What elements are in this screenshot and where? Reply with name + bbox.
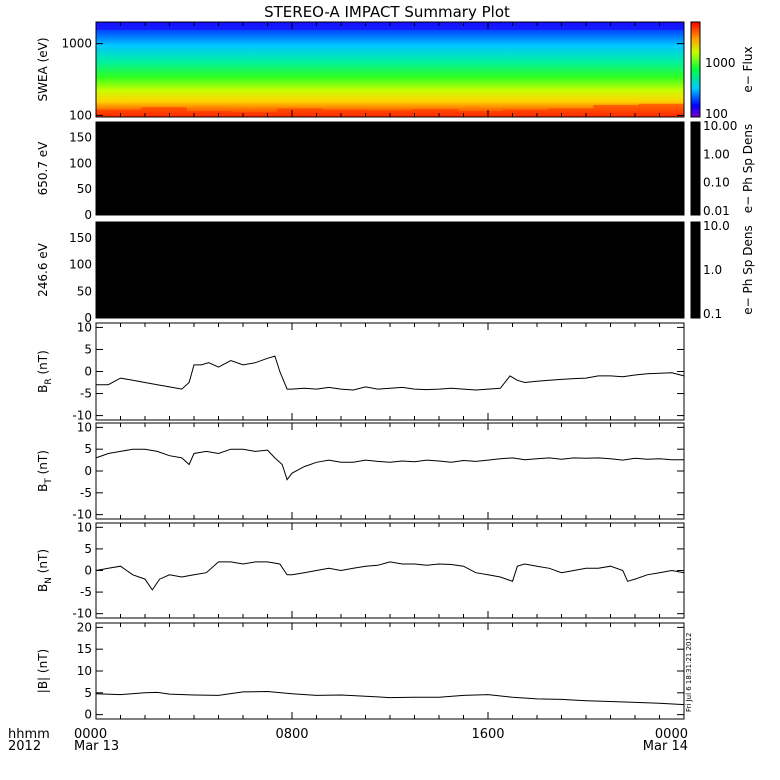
colorbar-tick-label: 0.1	[703, 307, 722, 321]
y-tick-label: -10	[72, 508, 92, 522]
panel-7: 20 15 10 5 0 |B| (nT)	[36, 620, 685, 722]
y-axis-label: BR (nT)	[36, 350, 54, 393]
time-tick-label: 0800	[275, 727, 308, 742]
y-tick-label: 5	[84, 342, 92, 356]
time-axis-row-label-bottom: 2012	[8, 739, 41, 754]
spectrogram-red-band	[412, 109, 459, 117]
colorbar-tick-label: 0.10	[703, 176, 730, 190]
panel-frame	[95, 322, 685, 421]
y-tick-label: 15	[77, 642, 92, 656]
panel-frame	[95, 622, 685, 720]
spectrogram-red-band	[322, 109, 368, 117]
y-axis-label: BT (nT)	[36, 450, 54, 492]
y-tick-label: 0	[84, 564, 92, 578]
y-tick-label: -5	[80, 387, 92, 401]
y-axis-label: SWEA (eV)	[36, 37, 50, 101]
panel-1: 100 1000 e− Flux 100 1000 SWEA (eV)	[36, 21, 755, 122]
y-axis-label: 246.6 eV	[36, 242, 50, 297]
y-tick-label: 1000	[61, 37, 92, 51]
plot-title: STEREO-A IMPACT Summary Plot	[264, 3, 510, 21]
y-tick-label: 5	[84, 686, 92, 700]
y-axis-label: 650.7 eV	[36, 141, 50, 196]
colorbar-label: e− Flux	[741, 46, 755, 92]
pitch-angle-fill	[96, 122, 684, 215]
y-tick-label: 10	[77, 420, 92, 434]
y-tick-label: 5	[84, 542, 92, 556]
y-tick-label: 10	[77, 664, 92, 678]
y-tick-label: 150	[69, 131, 92, 145]
spectrogram-red-band	[186, 111, 233, 117]
data-line	[95, 690, 685, 706]
data-line	[95, 561, 685, 591]
y-tick-label: -5	[80, 585, 92, 599]
panel-5: 10 5 0 -5 -10 BT (nT)	[36, 420, 685, 522]
data-line	[96, 355, 685, 391]
colorbar	[690, 121, 701, 216]
spectrogram-red-band	[503, 109, 549, 117]
pitch-angle-fill	[96, 222, 684, 318]
y-tick-label: 50	[77, 284, 92, 298]
y-axis-label: |B| (nT)	[36, 649, 50, 693]
y-tick-label: 100	[69, 156, 92, 170]
y-tick-label: 5	[84, 442, 92, 456]
y-tick-label: 0	[84, 311, 92, 325]
spectrogram-red-band	[638, 103, 685, 117]
colorbar-tick-label: 10.00	[703, 119, 737, 133]
panel-4: 10 5 0 -5 -10 BR (nT)	[36, 320, 685, 423]
colorbar	[690, 21, 701, 118]
spectrogram-red-band	[593, 104, 640, 117]
y-tick-label: 150	[69, 231, 92, 245]
colorbar-tick-label: 0.01	[703, 204, 730, 218]
y-tick-label: 20	[77, 620, 92, 634]
time-tick-date: Mar 14	[643, 739, 688, 754]
panel-6: 10 5 0 -5 -10 BN (nT)	[36, 520, 685, 621]
y-tick-label: 0	[84, 208, 92, 222]
spectrogram-red-band	[457, 111, 504, 117]
y-tick-label: 100	[69, 258, 92, 272]
panel-frame	[95, 422, 685, 520]
time-tick-date: Mar 13	[74, 739, 119, 754]
time-axis-row-label-top: hhmm	[8, 727, 50, 742]
panel-frame	[95, 522, 685, 619]
panel-2: 10.00 1.00 0.10 0.01 e− Ph Sp Dens 0 50 100 150 6…	[36, 119, 755, 222]
colorbar-tick-label: 1000	[705, 56, 736, 70]
colorbar-tick-label: 1.00	[703, 147, 730, 161]
y-tick-label: -10	[72, 607, 92, 621]
colorbar-label: e− Ph Sp Dens	[741, 124, 755, 213]
y-tick-label: 0	[84, 708, 92, 722]
spectrogram-red-band	[276, 108, 323, 117]
y-tick-label: 100	[69, 108, 92, 122]
spectrogram-red-band	[96, 109, 142, 117]
colorbar-tick-label: 10.0	[703, 219, 730, 233]
time-tick-label: 0000	[655, 727, 688, 742]
time-tick-label: 0000	[74, 727, 107, 742]
spectrogram-red-band	[141, 107, 187, 117]
spectrogram-fill	[96, 22, 684, 117]
generation-stamp: Fri Jul 6 18:31:21 2012	[685, 633, 693, 712]
y-tick-label: 0	[84, 365, 92, 379]
colorbar-label: e− Ph Sp Dens	[741, 225, 755, 314]
y-tick-label: 10	[77, 320, 92, 334]
y-tick-label: 50	[77, 182, 92, 196]
colorbar	[690, 221, 701, 319]
y-tick-label: 10	[77, 520, 92, 534]
spectrogram-red-band	[231, 112, 278, 117]
colorbar-tick-label: 100	[705, 107, 728, 121]
y-tick-label: -5	[80, 486, 92, 500]
data-line	[95, 448, 684, 481]
panel-3: 10.0 1.0 0.1 e− Ph Sp Dens 0 50 100 150 246.6 eV	[36, 219, 755, 325]
spectrogram-red-band	[548, 108, 595, 117]
y-tick-label: -10	[72, 409, 92, 423]
colorbar-tick-label: 1.0	[703, 263, 722, 277]
y-axis-label: BN (nT)	[36, 549, 54, 592]
time-tick-label: 1600	[471, 727, 504, 742]
y-tick-label: 0	[84, 464, 92, 478]
